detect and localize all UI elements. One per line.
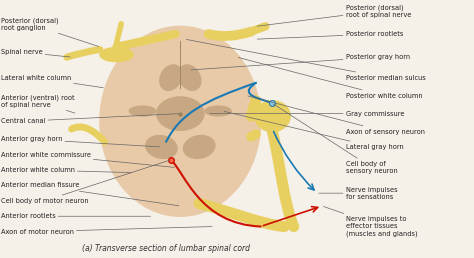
Ellipse shape: [160, 65, 182, 90]
Text: Posterior median sulcus: Posterior median sulcus: [186, 39, 426, 81]
Text: Anterior median fissure: Anterior median fissure: [0, 182, 179, 206]
Ellipse shape: [183, 135, 215, 158]
Text: Anterior gray horn: Anterior gray horn: [0, 136, 160, 147]
Text: Posterior rootlets: Posterior rootlets: [257, 31, 403, 39]
Ellipse shape: [146, 135, 177, 158]
Text: Anterior rootlets: Anterior rootlets: [0, 213, 151, 219]
Text: Lateral white column: Lateral white column: [0, 75, 103, 88]
Ellipse shape: [255, 101, 290, 132]
Ellipse shape: [129, 106, 155, 116]
Text: Posterior (dorsal)
root of spinal nerve: Posterior (dorsal) root of spinal nerve: [257, 4, 411, 26]
Text: Axon of sensory neuron: Axon of sensory neuron: [248, 96, 425, 135]
Text: Anterior (ventral) root
of spinal nerve: Anterior (ventral) root of spinal nerve: [0, 94, 75, 113]
Ellipse shape: [100, 26, 261, 216]
Ellipse shape: [205, 106, 231, 116]
Text: Cell body of
sensory neuron: Cell body of sensory neuron: [273, 104, 398, 174]
Text: Posterior white column: Posterior white column: [238, 58, 422, 99]
Ellipse shape: [179, 65, 201, 90]
Ellipse shape: [100, 47, 133, 62]
Text: Axon of motor neuron: Axon of motor neuron: [0, 227, 212, 235]
Text: Posterior gray horn: Posterior gray horn: [191, 54, 410, 70]
Text: Nerve impulses to
effector tissues
(muscles and glands): Nerve impulses to effector tissues (musc…: [323, 206, 417, 237]
Text: Nerve impulses
for sensations: Nerve impulses for sensations: [319, 187, 397, 200]
Text: Spinal nerve: Spinal nerve: [0, 49, 70, 57]
Text: (a) Transverse section of lumbar spinal cord: (a) Transverse section of lumbar spinal …: [82, 244, 250, 253]
Text: Cell body of motor neuron: Cell body of motor neuron: [0, 160, 170, 204]
Text: Gray commissure: Gray commissure: [210, 111, 404, 117]
Text: Anterior white commissure: Anterior white commissure: [0, 152, 174, 167]
Text: Lateral gray horn: Lateral gray horn: [224, 111, 403, 150]
Text: Anterior white column: Anterior white column: [0, 167, 132, 173]
Text: Posterior (dorsal)
root ganglion: Posterior (dorsal) root ganglion: [0, 17, 99, 46]
Text: Central canal: Central canal: [0, 114, 179, 124]
Ellipse shape: [156, 97, 204, 130]
